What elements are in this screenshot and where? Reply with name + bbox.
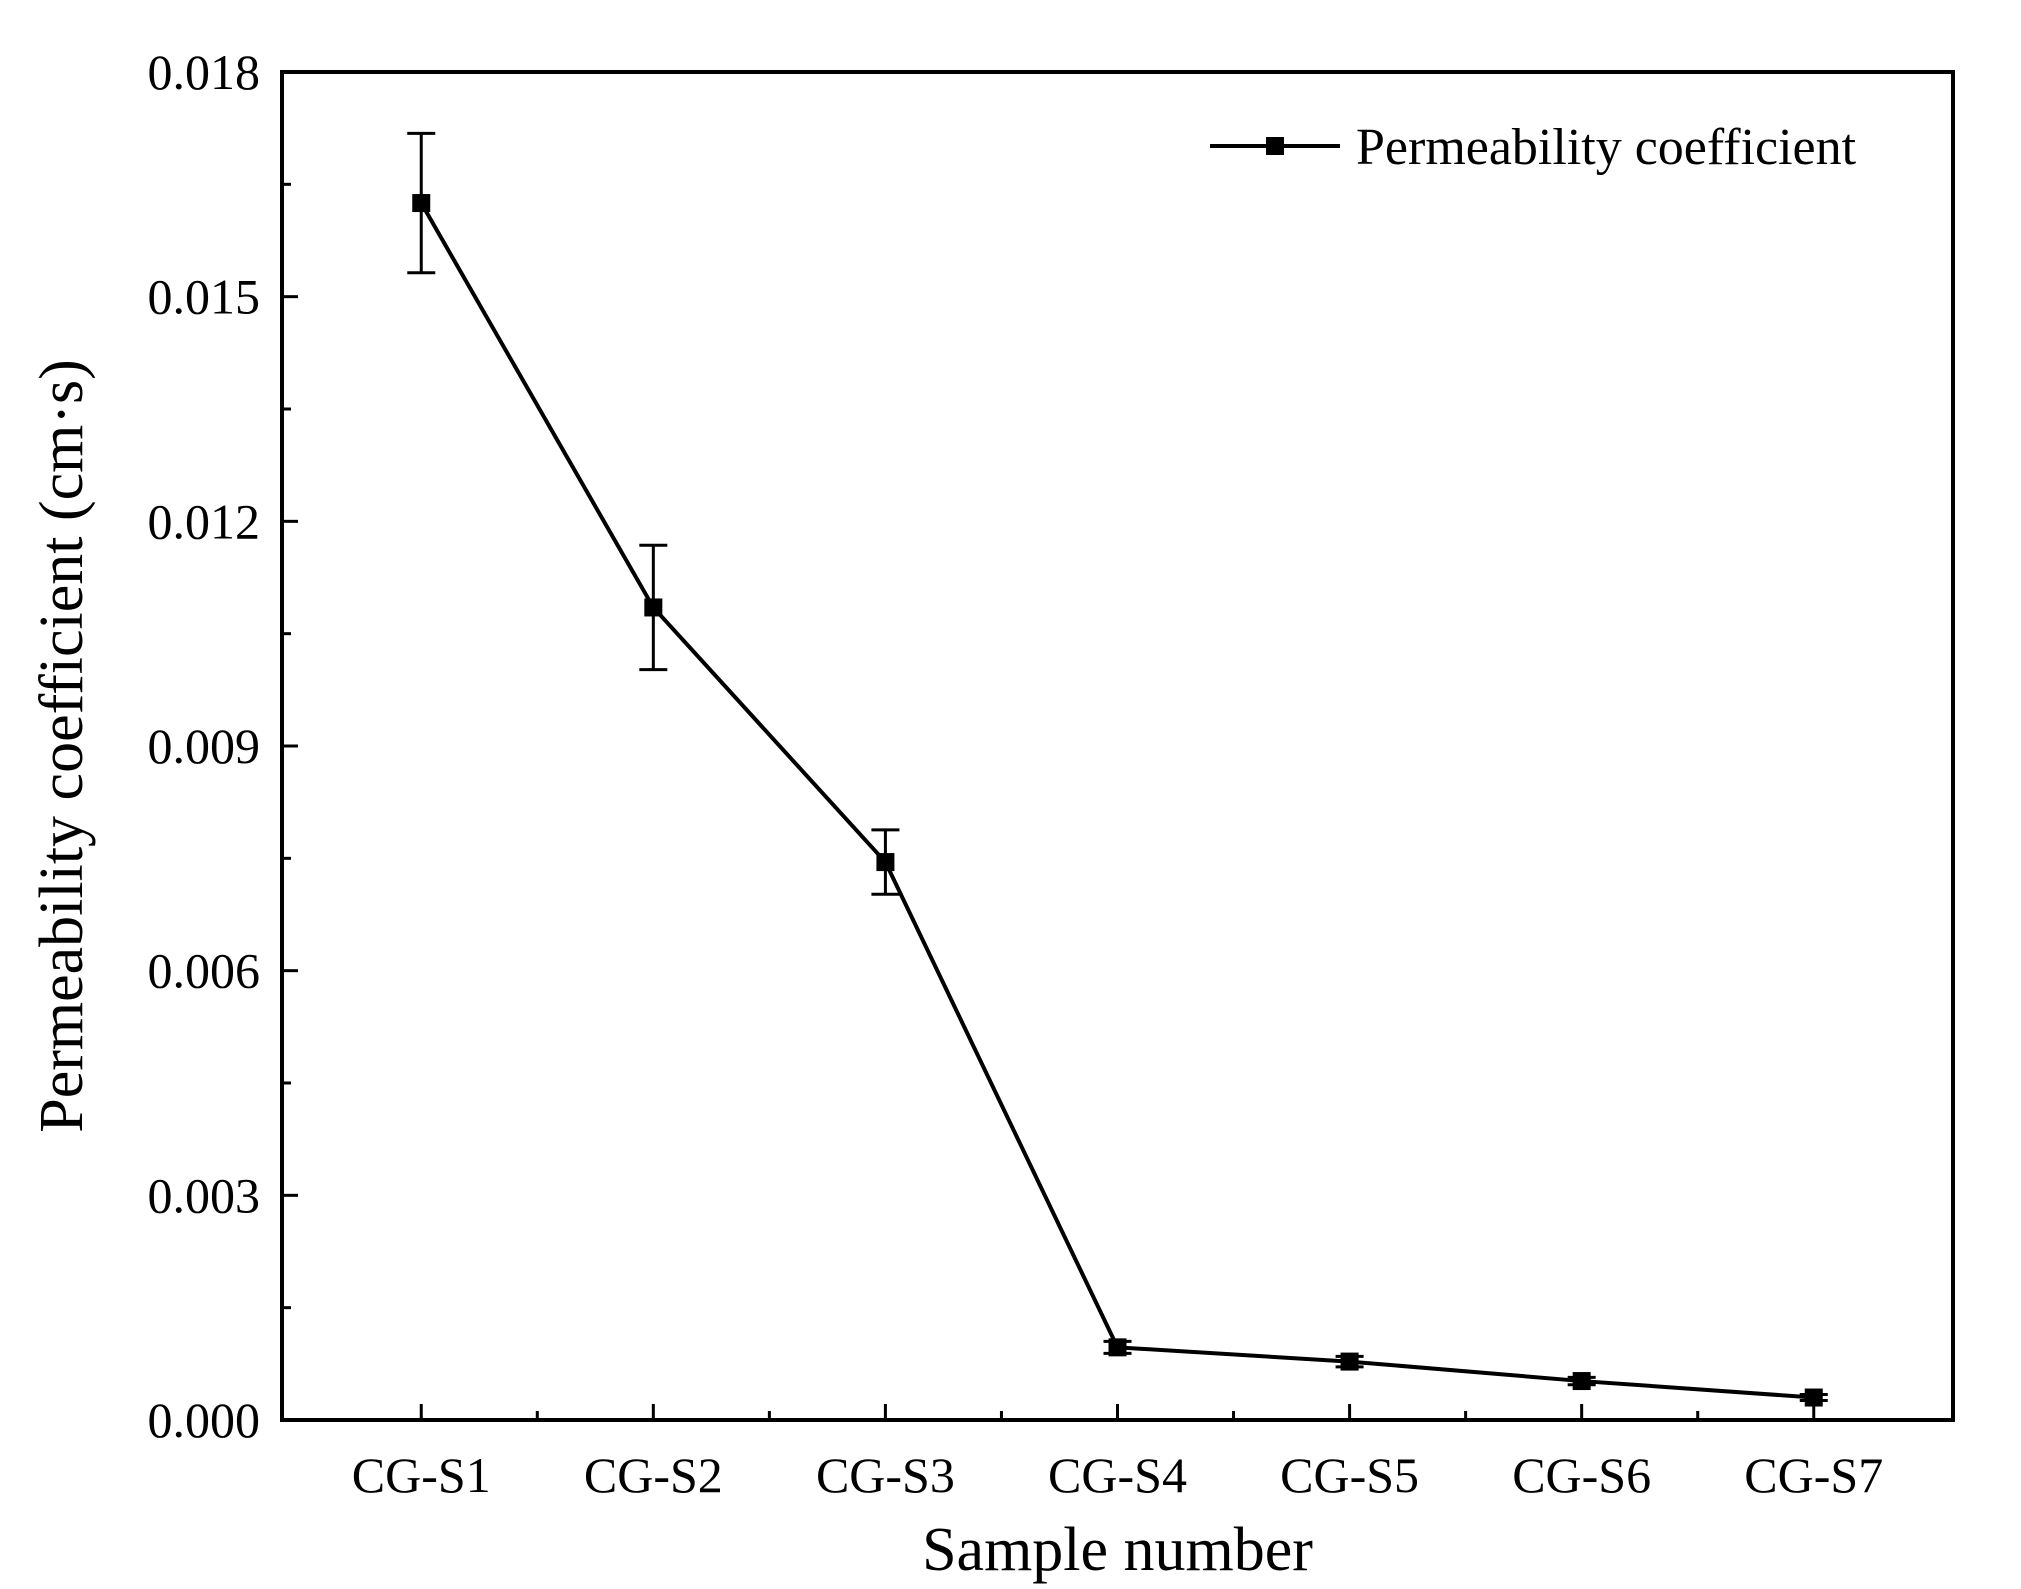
data-point <box>1572 1372 1591 1391</box>
x-axis: CG-S1 CG-S2 CG-S3 CG-S4 CG-S5 CG-S6 CG-S7 <box>352 1404 1883 1503</box>
data-point <box>1340 1352 1359 1371</box>
x-tick-label: CG-S2 <box>584 1447 723 1503</box>
y-tick-label: 0.000 <box>148 1392 261 1448</box>
data-point <box>1108 1338 1127 1357</box>
y-tick-label: 0.006 <box>148 943 261 999</box>
y-tick-label: 0.018 <box>148 44 261 100</box>
x-tick-label: CG-S6 <box>1512 1447 1651 1503</box>
y-tick-label: 0.012 <box>148 493 261 549</box>
series-line <box>419 202 1814 1400</box>
x-axis-title: Sample number <box>922 1516 1313 1584</box>
x-tick-label: CG-S5 <box>1280 1447 1419 1503</box>
legend-label: Permeability coefficient <box>1356 119 1857 176</box>
plot-frame <box>280 70 1955 1422</box>
y-axis: 0.000 0.003 0.006 0.009 0.012 0.015 0.018 <box>148 44 298 1448</box>
legend-marker <box>1266 137 1284 155</box>
x-tick-label: CG-S1 <box>352 1447 491 1503</box>
y-tick-label: 0.009 <box>148 718 261 774</box>
data-point <box>412 194 431 213</box>
y-tick-label: 0.015 <box>148 269 261 325</box>
series-layer <box>407 131 1828 1407</box>
x-tick-label: CG-S7 <box>1744 1447 1883 1503</box>
legend: Permeability coefficient <box>1210 119 1857 176</box>
data-point <box>644 598 663 617</box>
data-point <box>876 853 895 872</box>
x-tick-label: CG-S3 <box>816 1447 955 1503</box>
x-tick-label: CG-S4 <box>1048 1447 1187 1503</box>
data-point <box>1804 1388 1823 1407</box>
y-axis-title: Permeability coefficient (cm·s) <box>28 359 96 1133</box>
y-tick-label: 0.003 <box>148 1167 261 1223</box>
